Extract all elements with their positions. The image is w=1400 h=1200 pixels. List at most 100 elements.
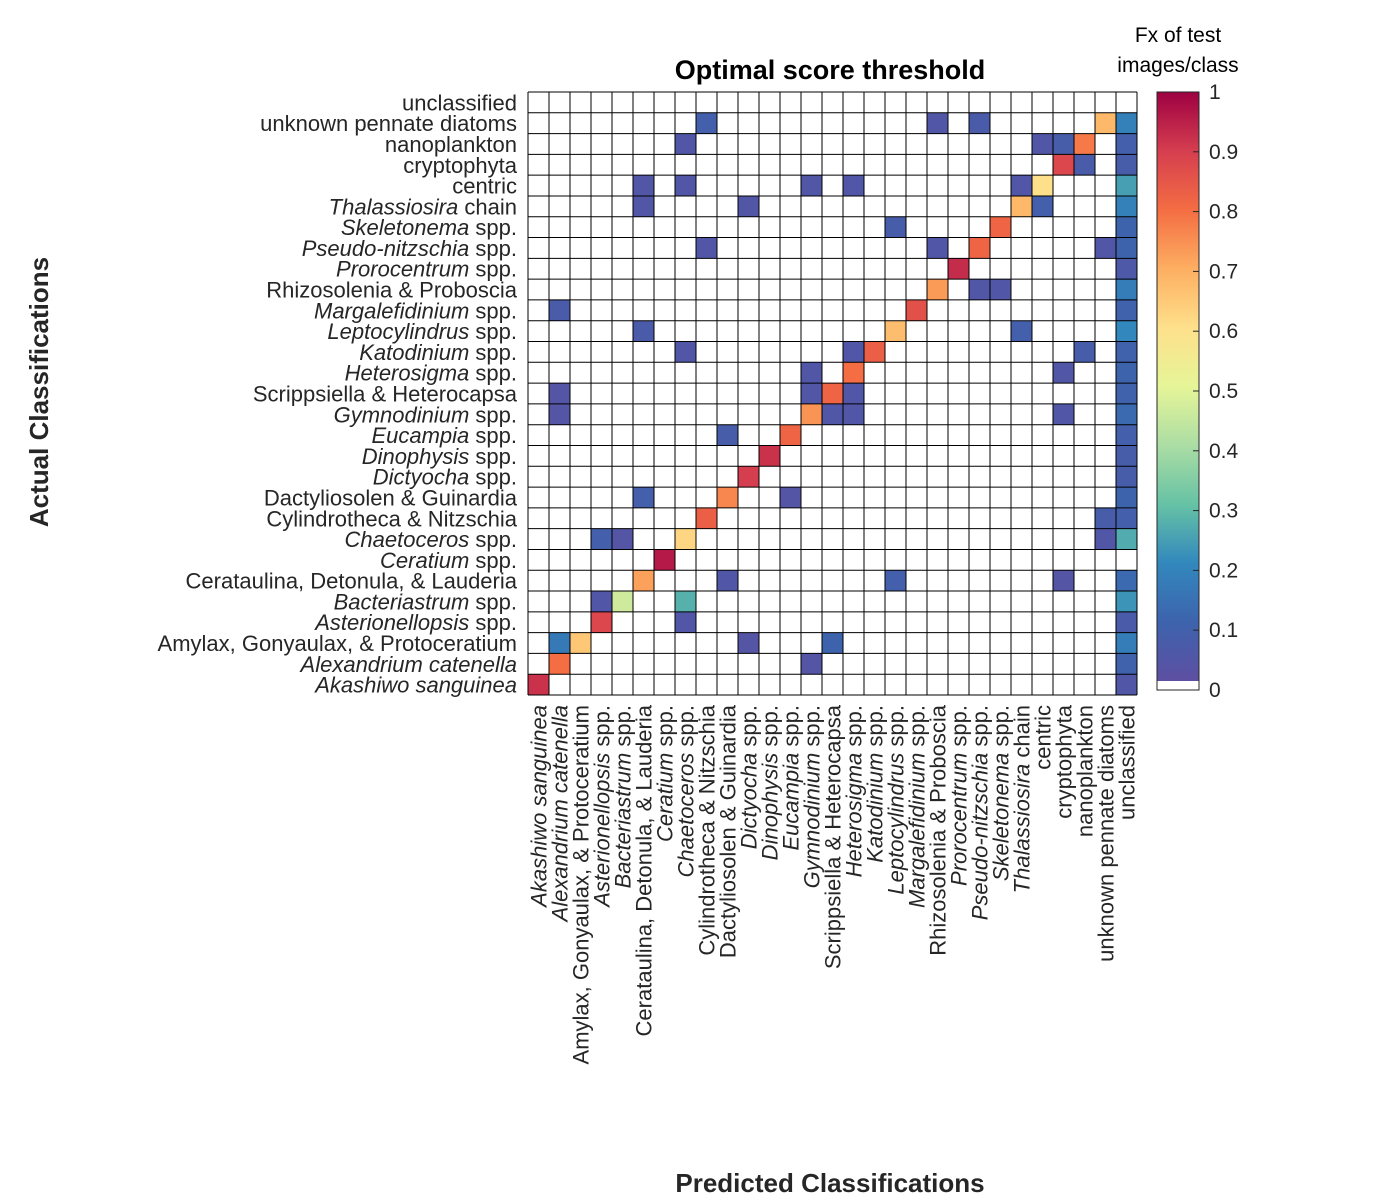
heatmap-cell <box>570 632 591 654</box>
heatmap-cell <box>843 403 864 425</box>
y-tick-label: centric <box>452 174 517 199</box>
heatmap-cell <box>1116 570 1137 592</box>
heatmap-cell <box>1116 133 1137 155</box>
y-tick-label: Eucampia spp. <box>371 423 517 448</box>
heatmap-cell <box>675 528 696 550</box>
heatmap-cell <box>1074 341 1095 363</box>
y-tick-label: Ceratium spp. <box>380 548 517 573</box>
heatmap-cells <box>528 112 1137 695</box>
x-tick-label: Rhizosolenia & Proboscia <box>926 704 951 955</box>
heatmap-cell <box>969 279 990 300</box>
heatmap-cell <box>549 299 570 321</box>
heatmap-cell <box>822 383 843 404</box>
heatmap-cell <box>1032 133 1053 155</box>
y-tick-label: Skeletonema spp. <box>341 215 517 240</box>
colorbar-tick-label: 0.4 <box>1209 440 1239 463</box>
heatmap-cell <box>1116 279 1137 300</box>
heatmap-cell <box>969 237 990 259</box>
heatmap-cell <box>759 445 780 467</box>
heatmap-cell <box>1116 320 1137 342</box>
x-tick-label: Amylax, Gonyaulax, & Protoceratium <box>569 705 594 1064</box>
x-tick-label: Margalefidinium spp. <box>905 705 930 908</box>
heatmap-cell <box>1116 403 1137 425</box>
heatmap-cell <box>1116 175 1137 196</box>
heatmap-cell <box>1095 112 1116 134</box>
heatmap-cell <box>717 570 738 592</box>
heatmap-cell <box>591 528 612 550</box>
heatmap-cell <box>843 175 864 196</box>
heatmap-cell <box>1116 591 1137 612</box>
y-tick-label: Dictyocha spp. <box>373 465 517 490</box>
y-tick-label: Akashiwo sanguinea <box>313 673 517 698</box>
heatmap-cell <box>675 591 696 612</box>
heatmap-cell <box>633 570 654 592</box>
colorbar-tick-label: 0.8 <box>1209 201 1238 224</box>
heatmap-cell <box>549 403 570 425</box>
x-tick-label: Prorocentrum spp. <box>947 705 972 886</box>
heatmap-cell <box>717 487 738 508</box>
heatmap-cell <box>1032 195 1053 217</box>
heatmap-cell <box>801 175 822 196</box>
heatmap-cell <box>633 175 654 196</box>
heatmap-cell <box>1116 299 1137 321</box>
heatmap-cell <box>1116 195 1137 217</box>
heatmap-cell <box>780 487 801 508</box>
heatmap-cell <box>1095 237 1116 259</box>
y-tick-label: Bacteriastrum spp. <box>334 589 517 614</box>
heatmap-cell <box>696 112 717 134</box>
x-tick-label: cryptophyta <box>1052 704 1077 818</box>
y-tick-label: Amylax, Gonyaulax, & Protoceratium <box>158 631 517 656</box>
x-tick-label: Akashiwo sanguinea <box>527 705 552 909</box>
heatmap-cell <box>549 653 570 675</box>
y-tick-label: Chaetoceros spp. <box>345 527 517 552</box>
heatmap-cell <box>927 237 948 259</box>
y-tick-label: Prorocentrum spp. <box>336 257 517 282</box>
heatmap-cell <box>885 216 906 238</box>
colorbar-tick-label: 1 <box>1209 81 1221 104</box>
heatmap-cell <box>696 237 717 259</box>
chart-title: Optimal score threshold <box>675 55 986 85</box>
heatmap-cell <box>801 362 822 384</box>
heatmap-cell <box>885 320 906 342</box>
y-tick-label: Heterosigma spp. <box>345 361 517 386</box>
x-tick-label: unknown pennate diatoms <box>1094 705 1119 962</box>
x-tick-label: Leptocylindrus spp. <box>884 705 909 895</box>
heatmap-cell <box>612 528 633 550</box>
heatmap-cell <box>1116 528 1137 550</box>
heatmap-cell <box>1116 611 1137 633</box>
x-tick-label: Alexandrium catenella <box>548 705 573 923</box>
colorbar-zero-band <box>1157 681 1199 690</box>
heatmap-cell <box>843 362 864 384</box>
heatmap-cell <box>675 611 696 633</box>
y-tick-label: nanoplankton <box>385 132 517 157</box>
heatmap-cell <box>843 383 864 404</box>
y-tick-label: unclassified <box>402 90 517 115</box>
y-tick-label: Katodinium spp. <box>359 340 517 365</box>
heatmap-cell <box>843 341 864 363</box>
x-tick-label: Cylindrotheca & Nitzschia <box>695 704 720 955</box>
heatmap-cell <box>801 653 822 675</box>
x-tick-label: Scrippsiella & Heterocapsa <box>821 704 846 969</box>
x-tick-label: Dinophysis spp. <box>758 705 783 860</box>
heatmap-cell <box>1095 507 1116 529</box>
heatmap-cell <box>1011 175 1032 196</box>
colorbar-tick-label: 0.9 <box>1209 141 1238 164</box>
colorbar-tick-label: 0.5 <box>1209 380 1238 403</box>
heatmap-cell <box>591 611 612 633</box>
heatmap-cell <box>906 299 927 321</box>
colorbar-tick-label: 0 <box>1209 679 1221 702</box>
heatmap-cell <box>1095 528 1116 550</box>
x-tick-label: Bacteriastrum spp. <box>611 705 636 888</box>
y-tick-label: Rhizosolenia & Proboscia <box>266 278 517 303</box>
x-tick-label: Dictyocha spp. <box>737 705 762 849</box>
x-tick-label: Gymnodinium spp. <box>800 705 825 888</box>
colorbar-tick-label: 0.6 <box>1209 320 1238 343</box>
heatmap-cell <box>1116 424 1137 446</box>
heatmap-cell <box>1116 383 1137 404</box>
x-tick-label: Pseudo-nitzschia spp. <box>968 705 993 920</box>
colorbar-ticks: 0 0.1 0.2 0.3 0.4 0.5 0.6 0.7 0.8 0.9 1 <box>1193 81 1239 702</box>
heatmap-cell <box>1116 466 1137 488</box>
x-tick-label: Ceratium spp. <box>653 705 678 842</box>
